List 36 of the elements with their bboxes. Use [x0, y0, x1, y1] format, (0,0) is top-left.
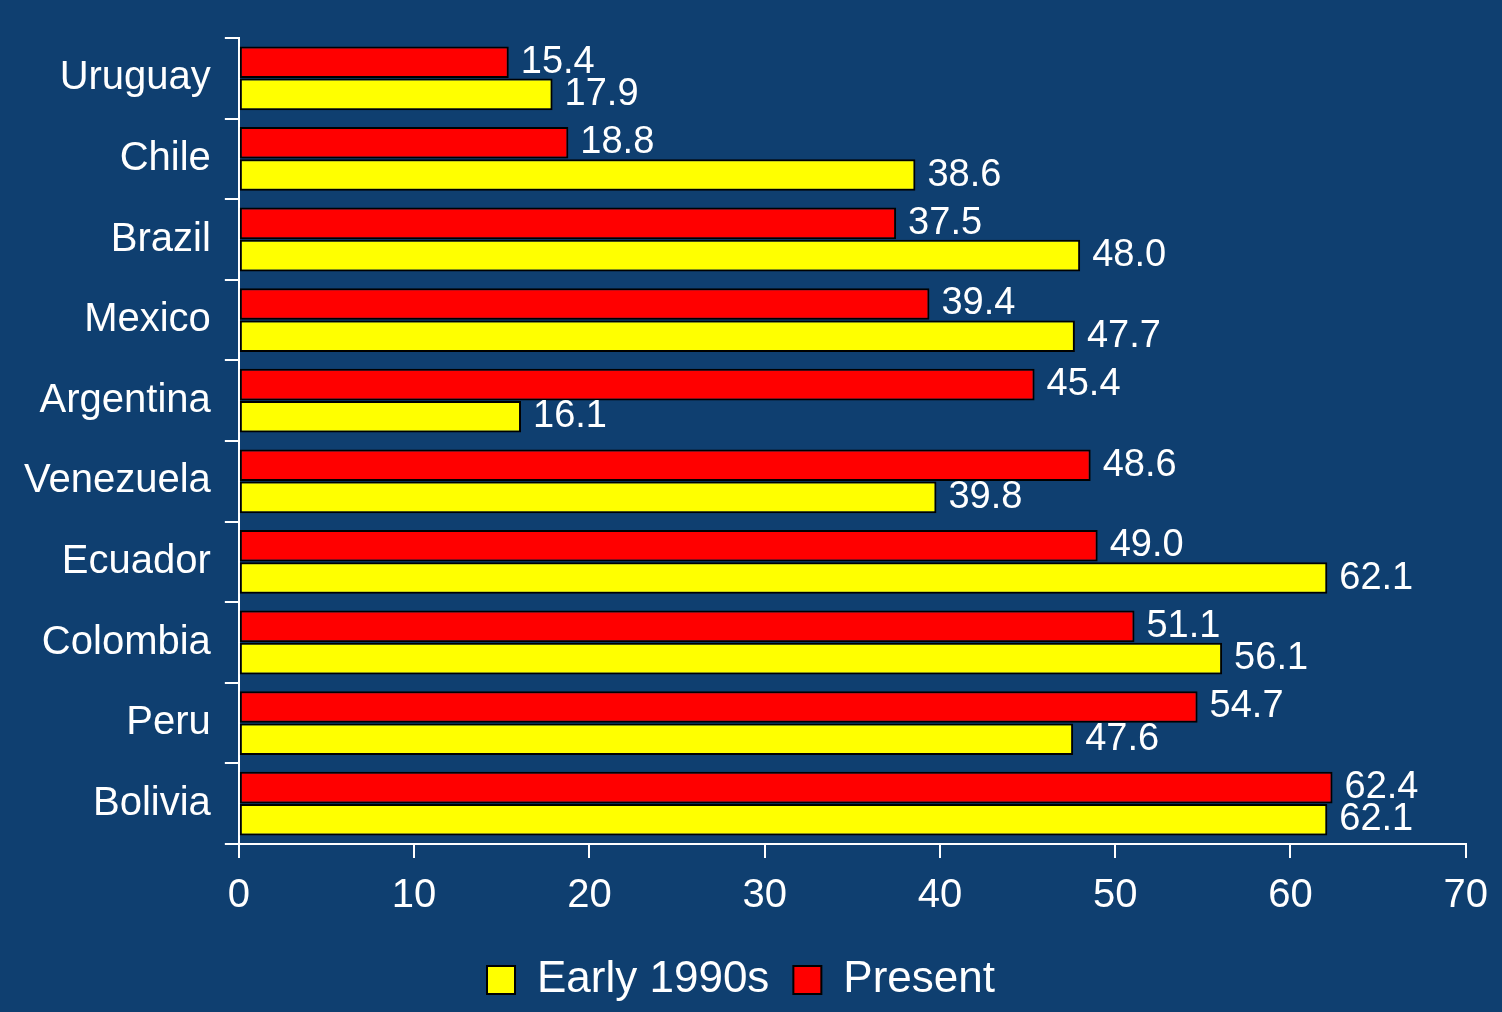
- data-label: 37.5: [908, 199, 983, 242]
- x-tick-label: 0: [227, 871, 250, 916]
- data-label: 62.1: [1339, 554, 1414, 597]
- data-label: 39.8: [948, 473, 1023, 516]
- y-tick-label: Argentina: [39, 375, 212, 420]
- x-tick-label: 70: [1443, 871, 1488, 916]
- x-tick-label: 30: [742, 871, 787, 916]
- x-tick-label: 20: [567, 871, 612, 916]
- data-label: 47.7: [1086, 312, 1161, 355]
- y-tick-label: Venezuela: [23, 456, 212, 501]
- data-label: 39.4: [941, 280, 1016, 323]
- data-label: 49.0: [1109, 522, 1184, 565]
- data-label: 51.1: [1146, 602, 1221, 645]
- data-label: 48.0: [1092, 232, 1167, 275]
- data-label: 38.6: [927, 151, 1002, 194]
- data-label: 45.4: [1046, 361, 1121, 404]
- y-tick-label: Colombia: [41, 617, 212, 662]
- data-label: 47.6: [1085, 715, 1160, 758]
- x-tick-label: 60: [1268, 871, 1313, 916]
- x-tick-label: 40: [917, 871, 963, 916]
- x-tick-label: 10: [391, 871, 437, 916]
- y-tick-label: Mexico: [84, 295, 211, 340]
- y-tick-label: Chile: [119, 133, 211, 178]
- y-tick-label: Brazil: [110, 214, 211, 259]
- y-tick-label: Uruguay: [59, 53, 211, 98]
- data-label: 18.8: [580, 119, 655, 162]
- data-label: 54.7: [1209, 683, 1284, 726]
- y-tick-label: Ecuador: [61, 536, 211, 581]
- data-label: 48.6: [1102, 441, 1177, 484]
- x-tick-label: 50: [1092, 871, 1138, 916]
- legend-label: Present: [843, 952, 995, 1002]
- y-tick-label: Bolivia: [92, 778, 212, 823]
- data-label: 56.1: [1234, 635, 1309, 678]
- y-tick-label: Peru: [126, 698, 211, 743]
- legend-label: Early 1990s: [537, 952, 770, 1002]
- data-label: 16.1: [533, 393, 607, 436]
